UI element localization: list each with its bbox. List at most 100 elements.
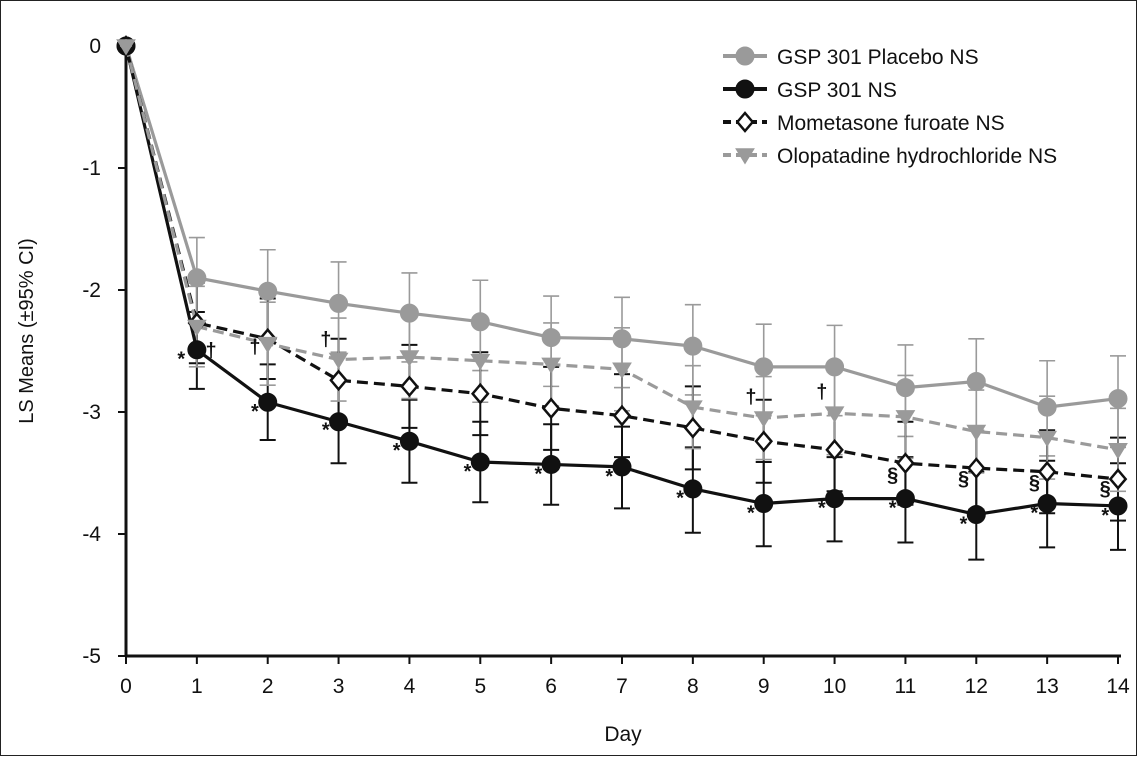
significance-marker: * <box>322 419 330 441</box>
data-point <box>1037 460 1057 483</box>
significance-marker: * <box>818 497 826 519</box>
x-tick-label: 11 <box>895 675 917 698</box>
x-tick-label: 8 <box>687 675 699 698</box>
data-point <box>186 319 207 337</box>
y-tick-label: 0 <box>89 35 101 58</box>
data-point <box>470 382 490 405</box>
data-point <box>895 410 916 427</box>
legend-label: Mometasone furoate NS <box>777 112 1005 135</box>
significance-annotations: * † * † * † * * * * * * † * † * § * § * § * § <box>177 329 1110 535</box>
x-tick-label: 2 <box>262 675 274 698</box>
data-point <box>187 268 207 288</box>
data-point <box>541 454 561 474</box>
legend-label: GSP 301 NS <box>777 79 897 102</box>
data-point <box>541 397 561 420</box>
data-point <box>399 350 420 367</box>
x-tick-label: 1 <box>191 675 203 698</box>
data-point <box>399 303 419 323</box>
x-axis-label: Day <box>604 723 642 746</box>
error-bars <box>188 236 1126 561</box>
data-point <box>470 452 490 472</box>
data-point <box>966 504 986 524</box>
data-point <box>683 479 703 499</box>
data-point <box>187 340 207 360</box>
series-line <box>124 45 1119 481</box>
legend: GSP 301 Placebo NS GSP 301 NS Mometasone f… <box>723 46 1057 168</box>
data-point <box>541 328 561 348</box>
y-tick-label: -4 <box>82 523 101 546</box>
y-tick-label: -2 <box>82 279 101 302</box>
data-point <box>825 489 845 509</box>
data-point <box>896 452 915 475</box>
data-point <box>682 400 703 417</box>
data-point <box>1037 494 1057 513</box>
x-axis-ticks: 0 1 2 3 4 5 6 7 8 9 10 11 12 13 14 <box>120 656 1130 698</box>
significance-marker: † <box>816 382 827 404</box>
legend-label: Olopatadine hydrochloride NS <box>777 145 1057 168</box>
legend-label: GSP 301 Placebo NS <box>777 46 979 69</box>
data-point <box>1037 397 1057 417</box>
data-point <box>1037 430 1058 448</box>
significance-marker: * <box>1030 502 1038 524</box>
significance-marker: * <box>251 401 259 423</box>
y-tick-label: -3 <box>82 401 101 424</box>
data-point <box>1108 443 1128 460</box>
x-tick-label: 3 <box>333 675 345 698</box>
data-point <box>329 293 349 313</box>
data-point <box>683 336 703 356</box>
x-tick-label: 6 <box>545 675 557 698</box>
data-point <box>966 424 987 442</box>
significance-marker: * <box>605 466 613 488</box>
significance-marker: † <box>745 386 756 408</box>
data-point <box>612 404 632 427</box>
legend-marker <box>735 46 755 66</box>
data-point <box>825 438 844 461</box>
data-point <box>329 369 348 392</box>
data-point <box>328 352 349 370</box>
significance-marker: * <box>889 497 897 519</box>
data-point <box>683 416 703 439</box>
data-point <box>116 39 136 56</box>
data-point <box>399 431 419 451</box>
data-point <box>1108 468 1128 491</box>
significance-marker: * <box>1101 505 1109 527</box>
data-point <box>257 336 278 354</box>
significance-marker: § <box>887 465 898 487</box>
data-point <box>966 457 986 480</box>
significance-marker: * <box>464 461 472 483</box>
significance-marker: † <box>320 329 331 351</box>
x-tick-label: 10 <box>823 675 846 698</box>
data-point <box>612 329 632 349</box>
data-point <box>400 375 419 398</box>
data-point <box>612 362 632 379</box>
significance-marker: * <box>393 440 401 462</box>
x-tick-label: 13 <box>1035 675 1058 698</box>
data-point <box>754 430 774 453</box>
significance-marker: * <box>177 349 185 371</box>
data-point <box>754 357 774 377</box>
data-point <box>824 406 845 423</box>
data-point <box>825 357 845 377</box>
legend-marker <box>735 111 755 133</box>
data-point <box>1108 496 1128 516</box>
significance-marker: † <box>205 340 216 362</box>
x-tick-label: 9 <box>758 675 770 698</box>
y-tick-label: -1 <box>82 157 101 180</box>
significance-marker: § <box>1029 472 1040 494</box>
data-point <box>258 392 278 412</box>
x-tick-label: 5 <box>474 675 486 698</box>
significance-marker: * <box>676 488 684 510</box>
series-markers <box>116 35 1128 524</box>
x-tick-label: 4 <box>404 675 416 698</box>
data-point <box>966 372 986 391</box>
x-tick-label: 7 <box>616 675 628 698</box>
data-point <box>329 412 349 432</box>
x-tick-label: 12 <box>965 675 988 698</box>
significance-marker: § <box>958 468 969 490</box>
data-point <box>895 378 915 398</box>
data-point <box>541 357 562 374</box>
legend-marker <box>735 79 755 99</box>
significance-marker: * <box>747 502 755 524</box>
data-point <box>754 494 774 513</box>
